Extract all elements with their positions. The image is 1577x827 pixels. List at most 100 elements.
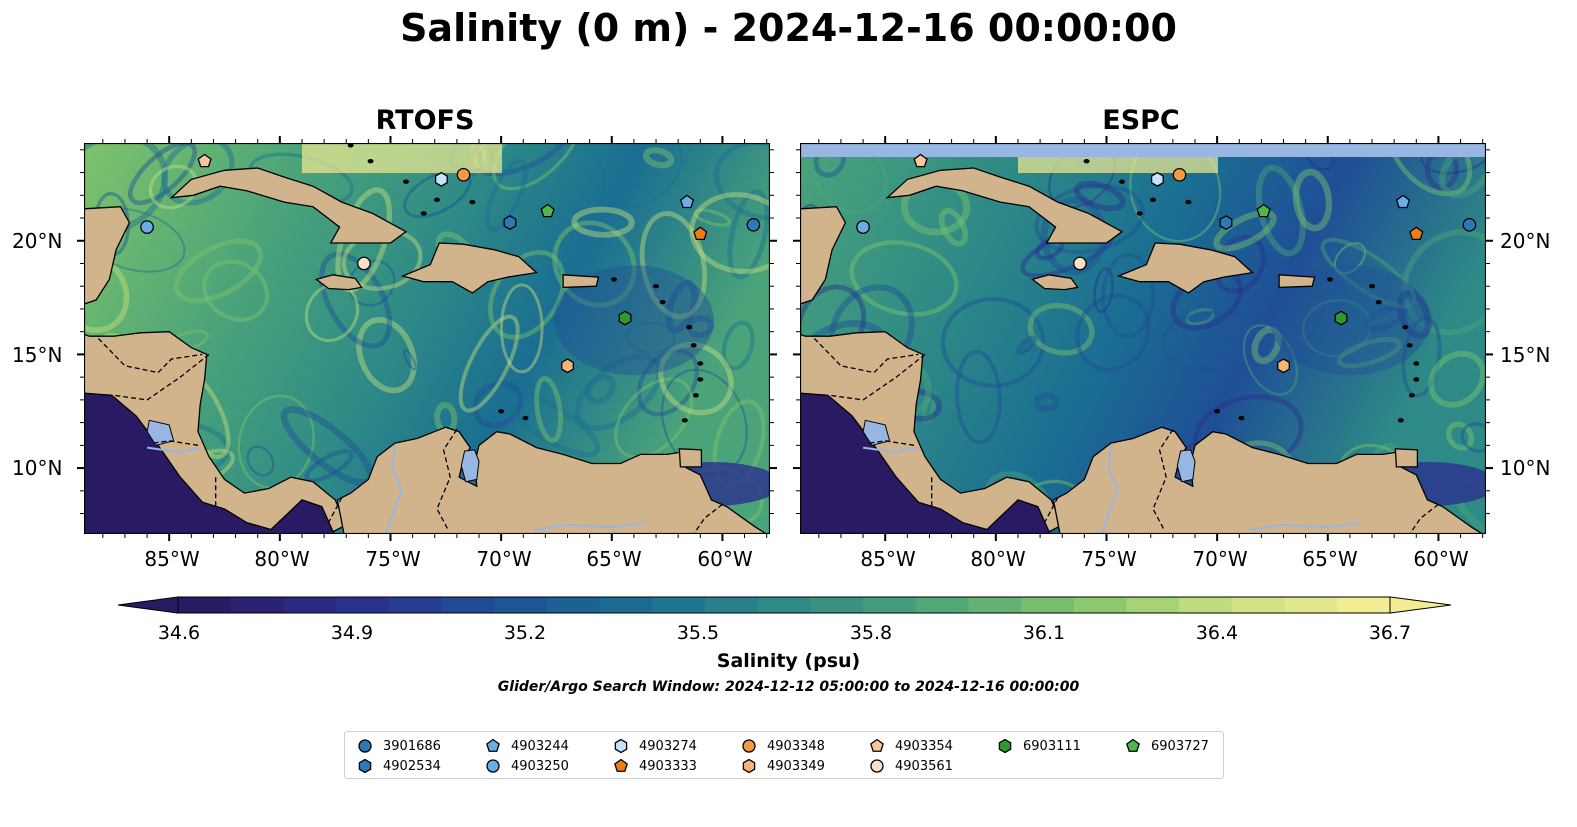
salinity-swirl xyxy=(571,206,635,238)
salinity-swirl xyxy=(614,377,694,459)
lake-maracaibo xyxy=(460,449,480,483)
island xyxy=(686,324,693,330)
salinity-swirl xyxy=(1073,180,1126,212)
salinity-swirl xyxy=(1251,326,1282,365)
lon-label-left-75w: 75°W xyxy=(365,547,421,571)
float-marker-6903111 xyxy=(998,738,1012,754)
colorbar-segment xyxy=(1021,597,1075,613)
salinity-swirl xyxy=(689,192,770,274)
colorbar-tick-36-1: 36.1 xyxy=(1022,622,1066,644)
colorbar-segment xyxy=(230,597,284,613)
salinity-swirl xyxy=(713,143,770,221)
legend-label: 4903244 xyxy=(511,738,569,754)
country-border xyxy=(113,353,210,401)
salinity-swirl xyxy=(1336,337,1403,369)
salinity-swirl xyxy=(1213,209,1277,252)
salinity-swirl xyxy=(1420,143,1486,175)
lon-label-left-85w: 85°W xyxy=(144,547,200,571)
salinity-swirl xyxy=(484,158,529,232)
river xyxy=(1101,445,1119,534)
island xyxy=(1408,393,1415,398)
land-southamerica xyxy=(336,426,770,534)
salinity-swirl xyxy=(1101,252,1156,339)
salinity-swirl xyxy=(693,208,732,227)
colorbar-outline xyxy=(177,596,1391,614)
legend-item: 4903333 xyxy=(613,757,697,775)
colorbar-segment xyxy=(1073,597,1128,613)
colorbar-segment xyxy=(863,597,917,613)
salinity-swirl xyxy=(642,147,675,169)
land-puertorico xyxy=(1278,274,1316,289)
eastern-fresh-pool xyxy=(1269,265,1430,376)
colorbar-segment xyxy=(1179,597,1233,613)
country-border xyxy=(436,429,458,530)
colorbar-segment xyxy=(915,597,969,613)
colorbar-tick-36-7: 36.7 xyxy=(1368,622,1412,644)
colorbar-tick-35-5: 35.5 xyxy=(676,622,720,644)
island xyxy=(1402,324,1409,330)
salinity-swirl xyxy=(1446,421,1475,451)
island xyxy=(692,393,699,398)
salinity-swirl xyxy=(356,317,417,394)
colorbar-segment xyxy=(1126,597,1180,613)
colorbar-tick-36-4: 36.4 xyxy=(1195,622,1239,644)
float-marker-4903349 xyxy=(561,358,574,374)
salinity-swirl xyxy=(148,164,199,210)
colorbar-tick-34-6: 34.6 xyxy=(157,622,201,644)
lat-label-left-15n: 15°N xyxy=(12,343,63,367)
salinity-swirl xyxy=(499,283,544,374)
float-marker-4903354 xyxy=(913,153,928,168)
float-marker-4902534 xyxy=(503,215,517,231)
legend-item: 6903111 xyxy=(997,737,1081,755)
colorbar-segment xyxy=(336,597,390,613)
float-marker-4903561 xyxy=(1073,256,1087,271)
salinity-swirl xyxy=(1387,143,1473,197)
river xyxy=(146,446,201,454)
salinity-swirl xyxy=(849,240,959,317)
salinity-swirl xyxy=(665,280,698,334)
lon-label-left-70w: 70°W xyxy=(476,547,532,571)
legend-item: 4903244 xyxy=(485,737,569,755)
land-trinidad xyxy=(1394,448,1419,468)
colorbar-tick-35-8: 35.8 xyxy=(849,622,893,644)
colorbar-segment xyxy=(441,597,495,613)
legend-marker-icon xyxy=(998,738,1012,754)
legend-item: 4902534 xyxy=(357,757,441,775)
float-marker-4903348 xyxy=(742,739,756,753)
panel-title-espc: ESPC xyxy=(1102,105,1180,136)
legend-label: 4903333 xyxy=(639,758,697,774)
salinity-swirl xyxy=(173,238,263,304)
legend-marker-icon xyxy=(742,739,756,753)
map-frame xyxy=(84,143,770,534)
float-marker-4903244 xyxy=(486,738,500,752)
salinity-swirl xyxy=(1016,335,1038,356)
float-marker-3901686 xyxy=(358,739,372,753)
float-marker-4903244 xyxy=(679,194,695,209)
lat-label-left-20n: 20°N xyxy=(12,229,63,253)
legend-item: 4903561 xyxy=(869,757,953,775)
salinity-swirl xyxy=(84,207,186,273)
map-frame xyxy=(800,143,1486,534)
legend-marker-icon xyxy=(870,738,884,752)
country-border xyxy=(327,497,343,523)
river xyxy=(534,521,646,531)
legend-item: 6903727 xyxy=(1125,737,1209,755)
salinity-swirl xyxy=(658,342,734,416)
land-cuba xyxy=(169,167,408,244)
float-marker-4903354 xyxy=(870,738,884,752)
float-marker-4903354 xyxy=(197,153,212,168)
island xyxy=(469,199,476,205)
island xyxy=(1413,377,1420,382)
pacific-ocean xyxy=(84,393,336,534)
colorbar-segment xyxy=(283,597,337,613)
salinity-swirl xyxy=(636,348,700,417)
legend-item: 4903274 xyxy=(613,737,697,755)
island xyxy=(433,197,440,203)
island xyxy=(1149,197,1156,203)
salinity-swirl xyxy=(1027,302,1095,356)
legend-label: 4903274 xyxy=(639,738,697,754)
land-central-america xyxy=(800,331,1064,533)
river xyxy=(385,445,403,534)
salinity-swirl xyxy=(403,349,417,371)
salty-north-band xyxy=(301,143,502,173)
